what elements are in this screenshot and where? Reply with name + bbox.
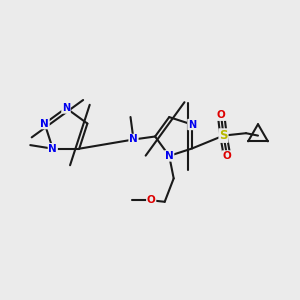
Text: N: N [40,118,49,128]
Text: O: O [223,151,232,161]
Text: O: O [217,110,226,120]
Text: N: N [165,151,174,161]
Text: N: N [62,103,70,113]
Text: O: O [147,195,156,205]
Text: S: S [219,129,228,142]
Text: N: N [48,144,57,154]
Text: N: N [188,119,196,130]
Text: N: N [129,134,138,145]
